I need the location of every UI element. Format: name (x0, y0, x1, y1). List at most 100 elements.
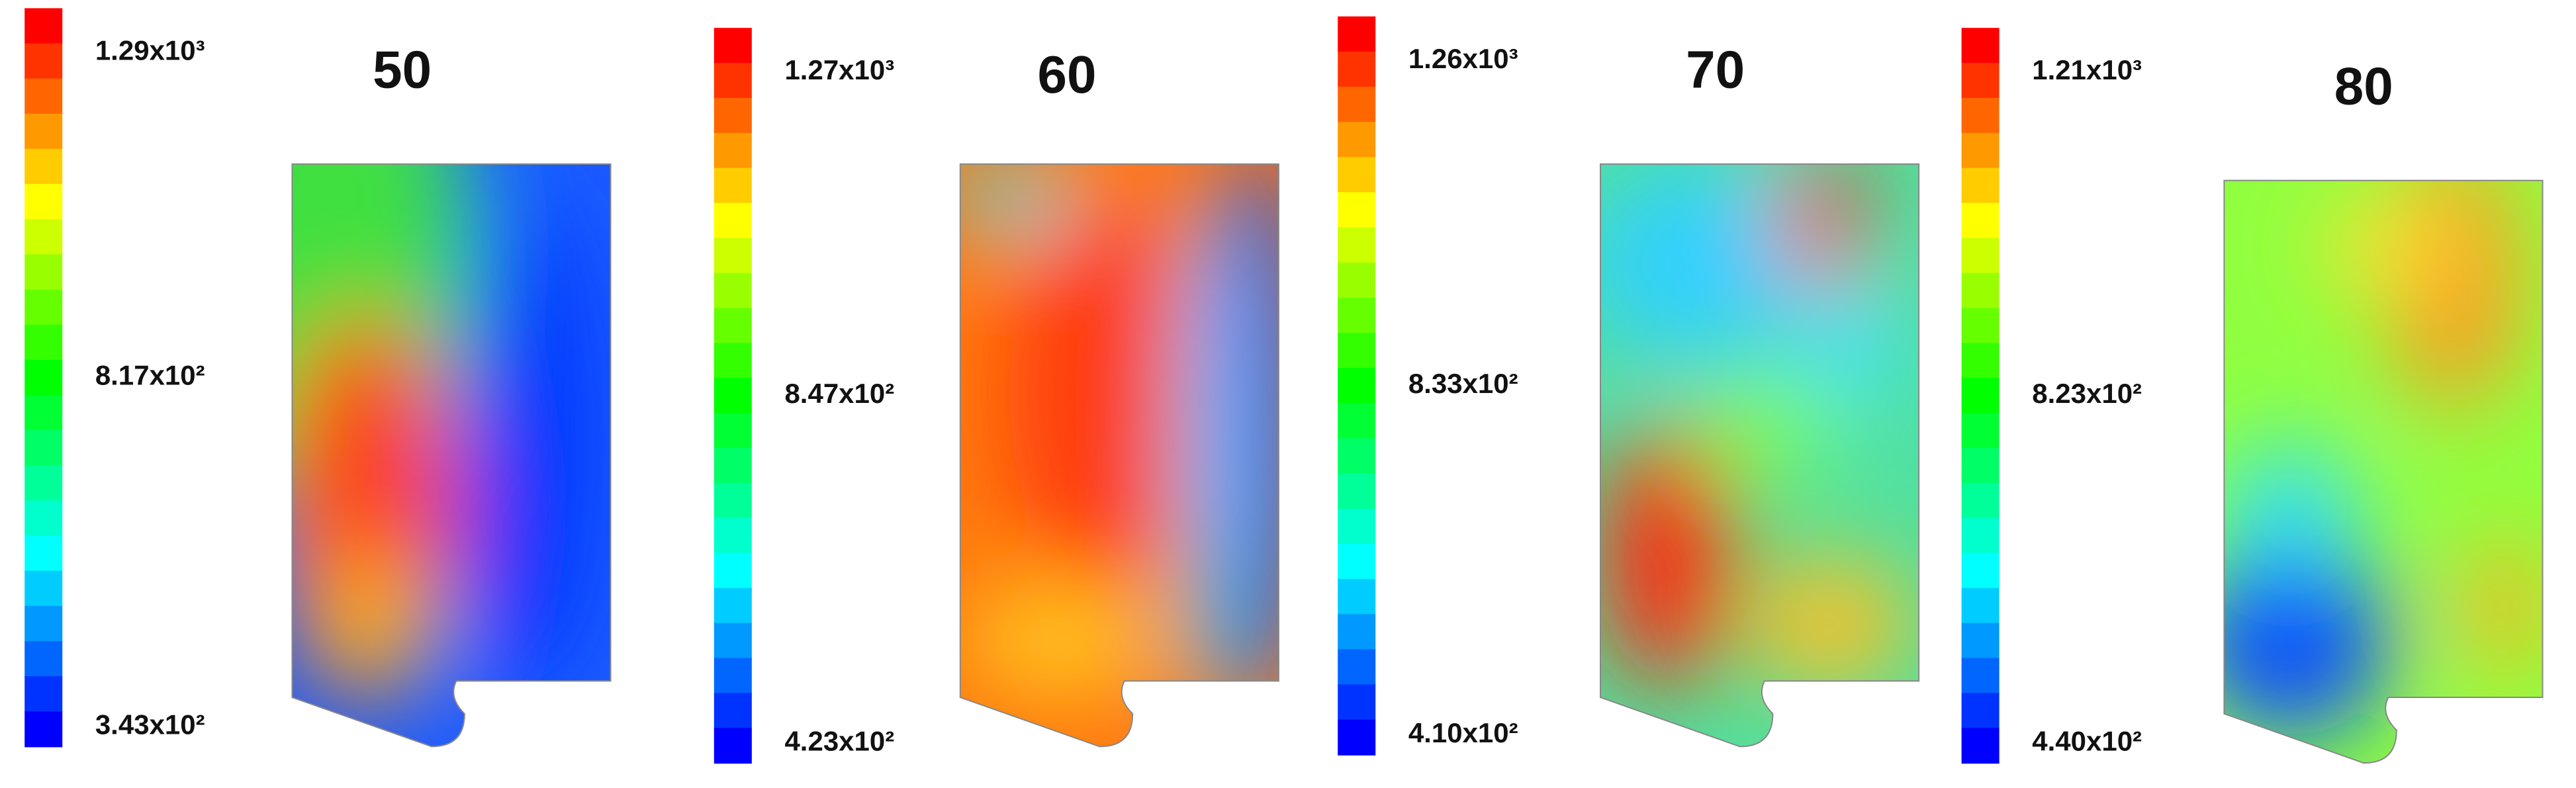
colorbar-band (713, 482, 752, 519)
colorbar-band (1961, 97, 2000, 134)
panel-title: 50 (373, 40, 432, 99)
contour-region (2224, 541, 2389, 738)
contour-blobs (292, 164, 588, 706)
colorbar-band (1961, 167, 2000, 204)
colorbar-band (1338, 297, 1376, 334)
colorbar-band (1961, 693, 2000, 729)
colorbar-band (24, 500, 63, 537)
panel: 1.27x10³ 8.47x10² 4.23x10² 60 (713, 28, 1279, 764)
panel-title: 60 (1038, 45, 1097, 104)
colorbar-band (1961, 552, 2000, 589)
contour-region (308, 558, 440, 689)
colorbar-band (24, 8, 63, 44)
contour-region (456, 197, 588, 689)
colorbar-band (1961, 482, 2000, 519)
domain-outline (2223, 179, 2544, 764)
colorbar-band (713, 658, 752, 694)
colorbar-band (1338, 262, 1376, 298)
colorbar-band (24, 43, 63, 79)
colorbar-band (24, 605, 63, 642)
colorbar-band (24, 570, 63, 607)
colorbar-band (1338, 508, 1376, 545)
colorbar-min-label: 4.10x10² (1408, 717, 1518, 748)
colorbar-band (24, 324, 63, 361)
colorbar-band (713, 202, 752, 239)
contour-region (1690, 377, 1839, 476)
domain-outline (959, 163, 1279, 748)
colorbar-band (24, 254, 63, 290)
colorbar-band (24, 676, 63, 713)
colorbar-band (24, 394, 63, 431)
colorbar-band (1961, 378, 2000, 414)
colorbar-band (713, 552, 752, 589)
colorbar-band (713, 273, 752, 309)
colorbar-band (1961, 728, 2000, 764)
colorbar-band (1338, 473, 1376, 509)
colorbar-band (1338, 438, 1376, 474)
colorbar-band (1338, 87, 1376, 123)
colorbar-band (1338, 192, 1376, 228)
colorbar-band (24, 113, 63, 150)
colorbar-band (713, 97, 752, 134)
contour-plot (291, 163, 612, 748)
colorbar-band (1338, 684, 1376, 721)
colorbar-band (1961, 343, 2000, 379)
contour-region (2461, 541, 2543, 673)
colorbar-band (24, 640, 63, 678)
contour-blobs (2224, 180, 2543, 738)
colorbar-band (713, 28, 752, 64)
colorbar-band (713, 728, 752, 764)
colorbar-band (1961, 413, 2000, 449)
colorbar-mid-label: 8.47x10² (784, 378, 894, 409)
colorbar-band (1338, 51, 1376, 88)
colorbar-band (1338, 157, 1376, 193)
colorbar-band (1338, 227, 1376, 263)
colorbar-band (713, 623, 752, 659)
colorbar-band (1961, 132, 2000, 169)
colorbar-band (713, 378, 752, 414)
colorbar-band (713, 308, 752, 344)
colorbar-band (713, 448, 752, 484)
contour-blobs (960, 164, 1279, 722)
colorbar-mid-label: 8.23x10² (2032, 378, 2142, 409)
panel: 1.29x10³ 8.17x10² 3.43x10² 50 (24, 8, 612, 748)
colorbar-band (713, 132, 752, 169)
colorbar-min-label: 3.43x10² (95, 709, 205, 740)
panel: 1.21x10³ 8.23x10² 4.40x10² 80 (1961, 28, 2544, 764)
contour-fill (1600, 164, 1919, 747)
colorbar-band (1961, 588, 2000, 624)
colorbar-band (1338, 579, 1376, 615)
contour-fill (2224, 180, 2543, 764)
colorbar-band (24, 711, 63, 748)
colorbar-band (1961, 238, 2000, 274)
contour-plot (1600, 163, 1920, 748)
domain-outline (291, 163, 612, 748)
colorbar-band (713, 238, 752, 274)
colorbar-band (24, 430, 63, 466)
colorbar-max-label: 1.29x10³ (95, 34, 205, 66)
contour-region (2224, 443, 2356, 574)
colorbar-band (713, 413, 752, 449)
colorbar-band (713, 588, 752, 624)
colorbar-band (713, 693, 752, 729)
contour-region (1797, 279, 1896, 410)
panel-title: 80 (2334, 57, 2393, 116)
colorbar-band (1961, 273, 2000, 309)
colorbar-band (1961, 202, 2000, 239)
colorbar-band (1338, 403, 1376, 439)
colorbar-mid-label: 8.17x10² (95, 359, 205, 390)
contour-fill (292, 164, 611, 747)
colorbar-min-label: 4.23x10² (784, 726, 894, 757)
colorbar-band (1961, 28, 2000, 64)
colorbar-band (1338, 333, 1376, 369)
colorbar-band (1338, 543, 1376, 580)
panel: 1.26x10³ 8.33x10² 4.10x10² 70 (1338, 16, 1920, 756)
contour-region (960, 590, 1158, 689)
colorbar-band (24, 465, 63, 502)
colorbar-band (1338, 368, 1376, 404)
contour-region (1600, 164, 1814, 361)
colorbar-band (1961, 448, 2000, 484)
colorbar-max-label: 1.27x10³ (784, 54, 894, 85)
panel-title: 70 (1686, 40, 1745, 99)
